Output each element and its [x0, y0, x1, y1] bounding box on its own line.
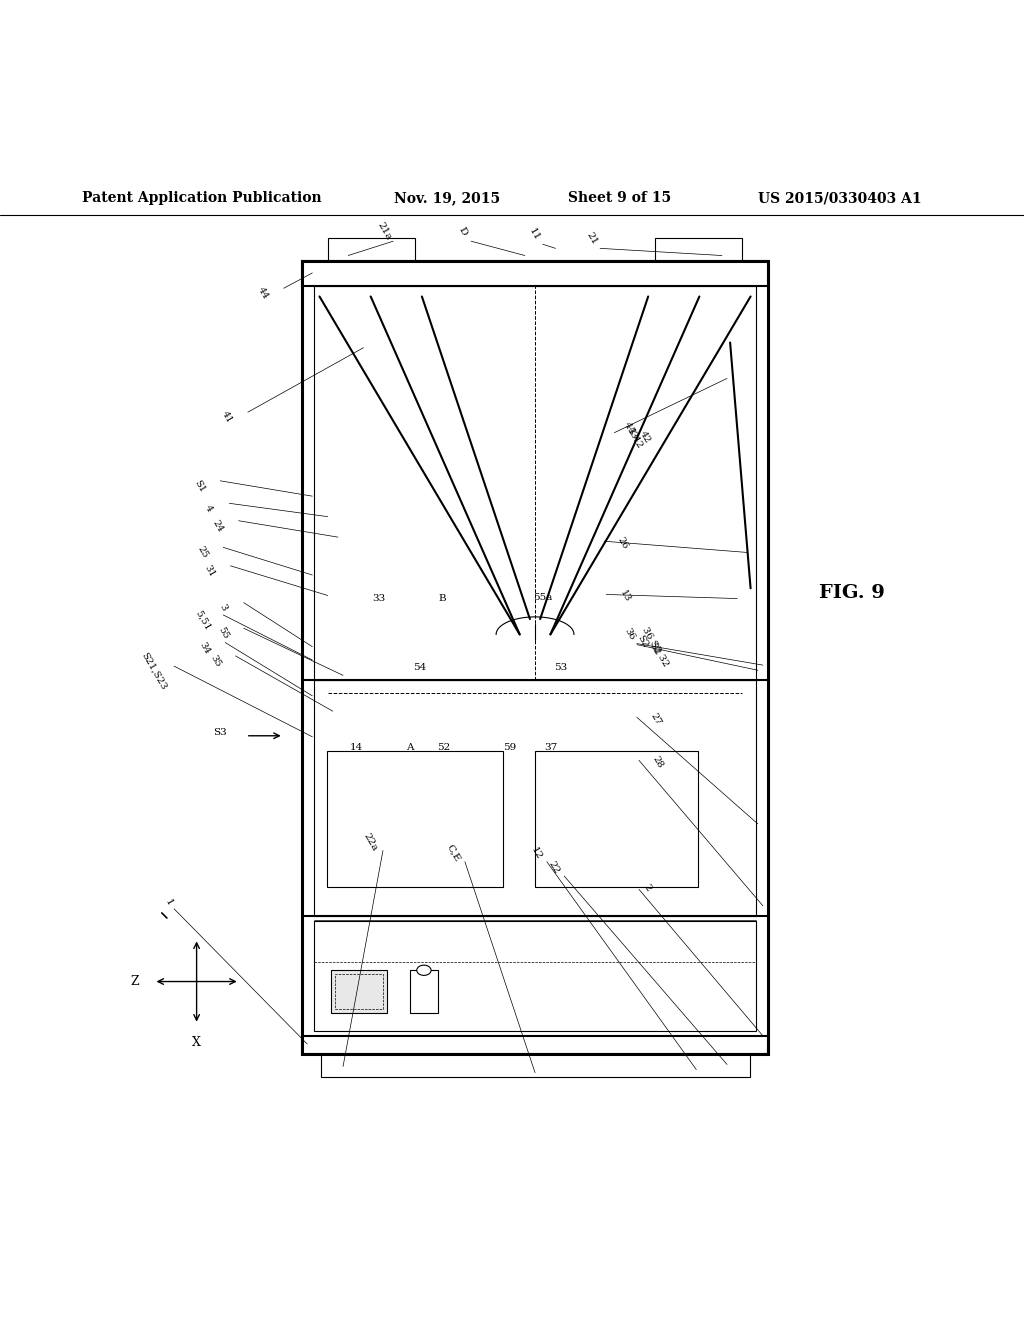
Text: 25: 25	[196, 545, 210, 560]
Text: 24: 24	[211, 519, 225, 533]
Text: 27: 27	[648, 711, 663, 727]
Text: 12: 12	[529, 846, 544, 862]
Text: 21a: 21a	[375, 220, 393, 242]
Text: 33: 33	[373, 594, 385, 603]
Text: D: D	[457, 226, 469, 236]
Text: 34: 34	[198, 640, 212, 655]
Text: S1: S1	[193, 478, 207, 494]
Bar	[314, 286, 756, 681]
Text: 42: 42	[638, 429, 652, 445]
Bar	[328, 238, 415, 260]
Text: 4: 4	[204, 503, 214, 513]
Text: 43: 43	[625, 425, 639, 441]
Text: FIG. 9: FIG. 9	[819, 585, 885, 602]
Text: 11: 11	[527, 226, 542, 242]
Text: 35: 35	[208, 653, 222, 669]
Bar	[314, 681, 756, 916]
Bar	[535, 751, 698, 887]
Text: 22a: 22a	[361, 832, 380, 853]
Bar	[410, 970, 438, 1014]
Text: 2: 2	[642, 882, 652, 892]
Text: B: B	[438, 594, 446, 603]
Text: Patent Application Publication: Patent Application Publication	[82, 191, 322, 205]
Text: A: A	[406, 743, 414, 751]
Text: 36: 36	[623, 627, 637, 642]
Text: 5,51: 5,51	[194, 609, 212, 632]
Bar	[302, 1036, 768, 1055]
Text: 41: 41	[220, 409, 234, 425]
Text: 28: 28	[650, 755, 665, 770]
Text: S3: S3	[214, 729, 227, 737]
Text: 13: 13	[617, 589, 632, 605]
Text: 22: 22	[547, 859, 561, 876]
Text: 53: 53	[555, 663, 567, 672]
Text: Z: Z	[131, 975, 139, 989]
Text: US 2015/0330403 A1: US 2015/0330403 A1	[758, 191, 922, 205]
Text: Sheet 9 of 15: Sheet 9 of 15	[568, 191, 672, 205]
Text: 44: 44	[256, 285, 270, 301]
Text: 55: 55	[216, 626, 230, 642]
Text: 14: 14	[350, 743, 362, 751]
Text: S2: S2	[635, 634, 649, 649]
Text: 3: 3	[218, 603, 228, 612]
Text: 43 42: 43 42	[622, 420, 644, 449]
Text: 32: 32	[647, 642, 662, 656]
Text: 31: 31	[203, 564, 217, 578]
Text: 36 S2 32: 36 S2 32	[640, 626, 671, 668]
Text: Nov. 19, 2015: Nov. 19, 2015	[394, 191, 501, 205]
Bar	[655, 238, 742, 260]
Bar	[302, 260, 768, 286]
Text: 21: 21	[585, 230, 599, 246]
Text: 52: 52	[437, 743, 450, 751]
Text: X: X	[193, 1036, 201, 1049]
Text: 55a: 55a	[534, 593, 552, 602]
Bar	[314, 921, 756, 1031]
Ellipse shape	[417, 965, 431, 975]
Text: C,E: C,E	[445, 843, 462, 863]
Text: S21,S23: S21,S23	[139, 651, 168, 692]
Text: 59: 59	[504, 743, 516, 751]
Bar	[302, 260, 768, 1055]
Text: 26: 26	[615, 536, 630, 550]
Text: 54: 54	[414, 663, 426, 672]
Bar	[327, 751, 503, 887]
Bar	[331, 970, 387, 1014]
Text: 1: 1	[164, 898, 174, 908]
Bar	[321, 1055, 750, 1077]
Text: 37: 37	[545, 743, 557, 751]
Bar	[335, 974, 383, 1010]
